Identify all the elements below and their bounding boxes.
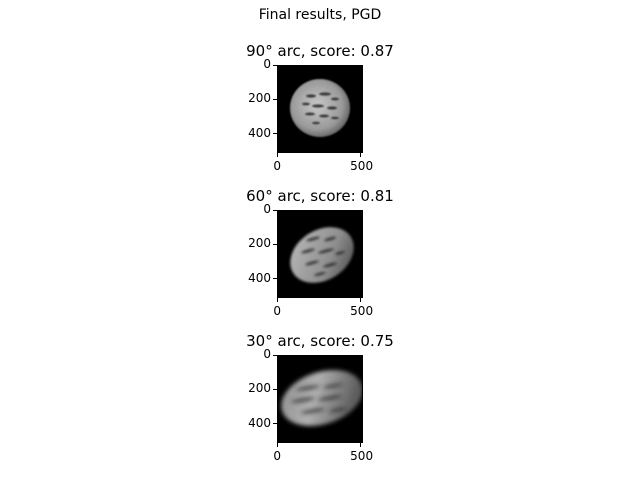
panel-1-ytick-label: 200 bbox=[248, 91, 271, 106]
panel-1-xtick-label: 0 bbox=[273, 159, 282, 173]
panel-3-xtick-label: 0 bbox=[273, 449, 282, 463]
panel-2-xtick bbox=[360, 298, 362, 302]
panel-2-object bbox=[290, 227, 354, 283]
panel-3-streaks bbox=[291, 383, 347, 414]
panel-3-ytick bbox=[273, 423, 277, 425]
panel-3-xtick bbox=[360, 443, 362, 447]
panel-2-xtick bbox=[276, 298, 278, 302]
panel-1-title: 90° arc, score: 0.87 bbox=[246, 42, 394, 60]
panel-2-ytick-label: 200 bbox=[248, 236, 271, 251]
figure-suptitle: Final results, PGD bbox=[258, 7, 382, 23]
panel-2-heatmap bbox=[290, 227, 354, 283]
panel-1-xtick bbox=[276, 153, 278, 157]
panel-3-title: 30° arc, score: 0.75 bbox=[246, 332, 394, 350]
panel-1-xtick-label: 500 bbox=[350, 159, 374, 173]
panel-3-ytick-label: 400 bbox=[248, 415, 271, 430]
panel-3-xtick-label: 500 bbox=[350, 449, 374, 463]
panel-2-ytick bbox=[273, 243, 277, 245]
panel-2-image bbox=[277, 210, 363, 298]
panel-3-ytick bbox=[273, 388, 277, 390]
panel-3-image bbox=[277, 355, 363, 443]
panel-2-streaks bbox=[301, 236, 345, 277]
panel-2-xtick-label: 500 bbox=[350, 304, 374, 318]
panel-3-object bbox=[281, 370, 362, 426]
panel-2-ytick bbox=[273, 209, 277, 211]
panel-2-ytick bbox=[273, 278, 277, 280]
panel-1-ytick bbox=[273, 98, 277, 100]
panel-1-object bbox=[290, 79, 350, 137]
panel-3-xtick bbox=[276, 443, 278, 447]
panel-3-ytick-label: 0 bbox=[263, 347, 271, 361]
panel-2-title: 60° arc, score: 0.81 bbox=[246, 187, 394, 205]
panel-1-heatmap bbox=[290, 79, 350, 137]
panel-3-ytick bbox=[273, 354, 277, 356]
panel-3-ytick-label: 200 bbox=[248, 381, 271, 396]
panel-2-xtick-label: 0 bbox=[273, 304, 282, 318]
panel-1-image bbox=[277, 65, 363, 153]
panel-1-ytick bbox=[273, 133, 277, 135]
panel-1-ytick-label: 0 bbox=[263, 57, 271, 71]
panel-1-xtick bbox=[360, 153, 362, 157]
panel-2-ytick-label: 400 bbox=[248, 270, 271, 285]
panel-2-ytick-label: 0 bbox=[263, 202, 271, 216]
panel-3-heatmap bbox=[281, 370, 362, 426]
panel-1-streaks bbox=[302, 92, 339, 125]
panel-1-ytick bbox=[273, 64, 277, 66]
panel-1-ytick-label: 400 bbox=[248, 125, 271, 140]
